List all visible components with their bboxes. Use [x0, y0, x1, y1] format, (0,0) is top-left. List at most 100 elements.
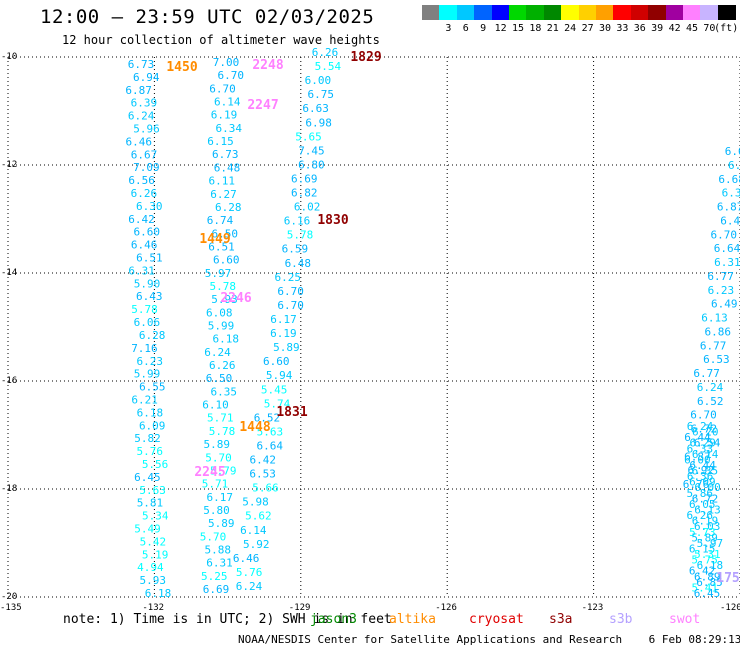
wave-height-value: 6.77 — [693, 367, 720, 380]
wave-height-value: 5.80 — [203, 504, 230, 517]
y-tick-label: -16 — [1, 376, 18, 386]
wave-height-value: 6.00 — [305, 74, 332, 87]
pass-time-label: 1830 — [317, 213, 348, 228]
wave-height-value: 5.93 — [139, 574, 166, 587]
legend-swatch — [509, 5, 527, 20]
pass-time-label: 2245 — [194, 465, 225, 480]
wave-height-value: 6.19 — [692, 515, 719, 528]
wave-height-value: 6.51 — [136, 252, 163, 265]
wave-height-value: 5.88 — [205, 543, 232, 556]
wave-height-value: 5.70 — [200, 530, 227, 543]
legend-label: 3 — [445, 23, 452, 34]
pass-time-label: 2246 — [220, 291, 251, 306]
wave-height-value: 6.08 — [206, 306, 233, 319]
legend-label: 30 — [598, 23, 612, 34]
wave-height-value: 5.78 — [209, 425, 236, 438]
wave-height-value: 6.35 — [211, 385, 238, 398]
wave-height-value: 6.89 — [694, 570, 721, 583]
legend-swatch — [648, 5, 667, 20]
wave-height-value: 6.44 — [689, 459, 716, 472]
wave-height-value: 5.78 — [131, 303, 158, 316]
wave-height-value: 6.69 — [203, 583, 230, 596]
wave-height-value: 5.65 — [295, 130, 322, 143]
wave-height-value: 6.45 — [134, 471, 161, 484]
wave-height-value: 6.77 — [700, 339, 727, 352]
wave-height-value: 6.18 — [145, 587, 172, 600]
legend-swatch — [683, 5, 701, 20]
wave-height-value: 5.89 — [204, 438, 231, 451]
wave-height-value: 6.15 — [689, 542, 716, 555]
wave-height-value: 6.16 — [284, 215, 311, 228]
legend-label: 21 — [546, 23, 559, 34]
wave-height-value: 6.69 — [291, 172, 318, 185]
wave-height-value: 7.09 — [133, 161, 160, 174]
wave-height-value: 6.17 — [207, 491, 234, 504]
legend-label: 6 — [462, 23, 469, 34]
wave-height-value: 6.23 — [708, 284, 735, 297]
wave-height-value: 6.42 — [689, 565, 716, 578]
wave-height-value: 6.59 — [282, 243, 309, 256]
satellite-name-cryosat: cryosat — [469, 612, 524, 627]
wave-height-value: 6.94 — [133, 71, 160, 84]
wave-height-value: 6.14 — [214, 96, 241, 109]
x-tick-label: -132 — [142, 603, 165, 613]
wave-height-value: 6.60 — [213, 254, 240, 267]
wave-height-value: 6.26 — [312, 46, 339, 59]
wave-height-value: 6.24 — [128, 110, 155, 123]
legend-label: 24 — [564, 23, 577, 34]
wave-height-value: 6.55 — [139, 381, 166, 394]
wave-height-value: 5.81 — [137, 497, 164, 510]
wave-height-value: 6.28 — [215, 201, 242, 214]
legend-unit: (ft) — [714, 23, 739, 34]
wave-height-value: 6.00 — [684, 453, 711, 466]
wave-height-value: 6.60 — [134, 226, 161, 239]
wave-height-value: 5.45 — [261, 383, 288, 396]
wave-height-value: 5.78 — [287, 229, 314, 242]
wave-height-value: 5.92 — [243, 538, 270, 551]
x-tick-label: -126 — [435, 603, 457, 613]
satellite-name-swot: swot — [669, 612, 701, 627]
wave-height-value: 6.70 — [209, 82, 236, 95]
wave-height-value: 6.42 — [249, 454, 276, 467]
wave-height-value: 5.41 — [692, 581, 719, 594]
wave-height-value: 5.70 — [205, 451, 232, 464]
legend-swatch — [665, 5, 684, 20]
wave-height-value: 6.53 — [249, 468, 276, 481]
wave-height-value: 6.73 — [212, 148, 239, 161]
wave-height-value: 6.56 — [128, 174, 155, 187]
wave-height-value: 6.27 — [210, 188, 237, 201]
wave-height-value: 6.85 — [696, 576, 723, 589]
wave-height-value: 6.40 — [720, 214, 740, 227]
pass-time-label: 1831 — [276, 405, 307, 420]
map-title: 12:00 – 23:59 UTC 02/03/2025 — [40, 6, 375, 28]
wave-height-value: 6.70 — [690, 409, 717, 422]
wave-height-value: 5.19 — [142, 548, 169, 561]
wave-height-value: 5.54 — [315, 60, 342, 73]
wave-height-value: 6.92 — [687, 464, 714, 477]
satellite-name-jason3: jason3 — [310, 612, 357, 627]
wave-height-value: 6.22 — [728, 159, 740, 172]
satellite-name-altika: altika — [389, 612, 436, 627]
wave-height-value: 6.49 — [711, 298, 738, 311]
wave-height-value: 7.45 — [298, 144, 325, 157]
wave-height-value: 6.18 — [697, 559, 724, 572]
y-tick-label: -20 — [1, 592, 18, 602]
wave-height-value: 6.34 — [722, 187, 740, 200]
wave-height-value: 6.05 — [689, 498, 716, 511]
map-subtitle: 12 hour collection of altimeter wave hei… — [62, 33, 380, 47]
wave-height-value: 5.49 — [134, 522, 161, 535]
wave-height-value: 5.42 — [140, 535, 167, 548]
legend-label: 15 — [511, 23, 525, 34]
wave-height-value: 6.15 — [207, 135, 234, 148]
wave-height-value: 5.31 — [694, 548, 721, 561]
wave-height-value: 5.71 — [207, 412, 234, 425]
y-tick-label: -12 — [1, 160, 18, 170]
wave-height-value: 6.44 — [684, 431, 711, 444]
legend-swatch — [526, 5, 545, 20]
wave-height-value: 7.16 — [131, 342, 158, 355]
satellite-name-s3a: s3a — [549, 612, 573, 627]
wave-height-value: 6.70 — [218, 69, 245, 82]
wave-height-value: 6.18 — [137, 406, 164, 419]
legend-label: 9 — [480, 23, 487, 34]
